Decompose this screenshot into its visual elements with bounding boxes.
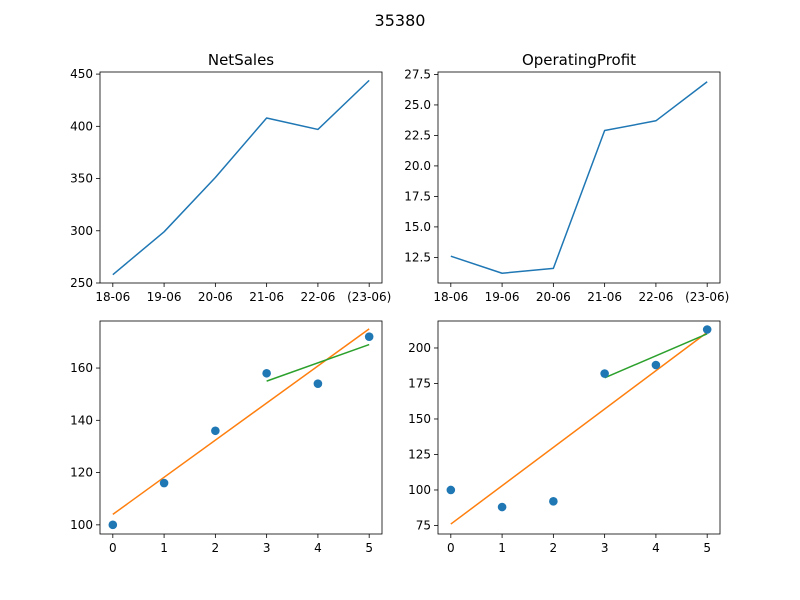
x-tick-label: 2 [212,541,220,555]
y-tick-label: 140 [70,413,93,427]
x-tick-label: 5 [365,541,373,555]
scatter-point [262,368,271,378]
chart-1: NetSales 18-06 19-06 20-06 21-06 22-06 (23-06)… [70,51,391,304]
y-tick-label: 15.0 [404,220,431,234]
chart-2: OperatingProfit 18-06 19-06 20-06 21-06 22-06… [404,51,729,304]
y-tick-label: 125 [408,447,431,461]
x-tick-label: 1 [160,541,168,555]
scatter-point [159,478,169,488]
trend-line-full [450,331,708,525]
scatter-point [497,502,507,512]
y-tick-label: 150 [408,412,431,426]
x-tick-label: 20-06 [198,290,233,304]
x-tick-label: 19-06 [485,290,520,304]
y-tick-label: 160 [70,361,93,375]
x-tick-label: 1 [498,541,506,555]
x-tick-label: 22-06 [638,290,673,304]
x-tick-label: 21-06 [249,290,284,304]
scatter-point [702,325,712,334]
y-tick-label: 75 [416,518,431,532]
scatter-point [549,497,558,506]
scatter-point [108,520,118,530]
y-tick-label: 350 [70,172,93,186]
x-tick-label: 3 [263,541,271,555]
x-tick-label: 22-06 [300,290,335,304]
x-tick-label: 4 [652,541,660,555]
x-tick-label: 18-06 [95,290,130,304]
charts-group: NetSales 18-06 19-06 20-06 21-06 22-06 (23-06)… [70,51,729,555]
y-tick-label: 100 [408,483,431,497]
x-tick-label: (23-06) [685,290,729,304]
axes-frame [99,320,383,535]
chart-4: 0 1 2 3 4 5 75 100 125 150 175 200 [408,320,721,555]
x-tick-label: 21-06 [587,290,622,304]
chart-title: NetSales [208,51,274,69]
scatter-point [651,360,661,370]
y-tick-label: 120 [70,466,93,480]
x-tick-label: 0 [109,541,117,555]
x-tick-label: (23-06) [347,290,391,304]
y-tick-label: 20.0 [404,159,431,173]
chart-title: OperatingProfit [522,51,636,69]
x-tick-label: 18-06 [433,290,468,304]
y-tick-label: 12.5 [404,250,431,264]
series-line [450,81,708,274]
axes-frame [99,71,383,284]
y-tick-label: 175 [408,376,431,390]
series-line [112,79,370,276]
x-tick-label: 4 [314,541,322,555]
y-tick-label: 300 [70,224,93,238]
scatter-point [211,426,220,436]
figure-suptitle: 35380 [375,11,426,30]
x-tick-label: 19-06 [147,290,182,304]
chart-3: 0 1 2 3 4 5 100 120 140 160 [70,320,383,555]
axes-frame [437,71,721,284]
scatter-point [446,485,456,495]
x-tick-label: 5 [703,541,711,555]
axes-frame [437,320,721,535]
x-tick-label: 0 [447,541,455,555]
y-tick-label: 22.5 [404,128,431,142]
scatter-point [364,332,374,341]
y-tick-label: 100 [70,518,93,532]
x-tick-label: 3 [601,541,609,555]
scatter-point [600,369,609,378]
y-tick-label: 200 [408,341,431,355]
y-tick-label: 450 [70,67,93,81]
y-tick-label: 17.5 [404,189,431,203]
y-tick-label: 27.5 [404,67,431,81]
x-tick-label: 2 [550,541,558,555]
trend-line-recent [266,343,370,382]
y-tick-label: 250 [70,276,93,290]
trend-line-recent [604,333,708,379]
x-tick-label: 20-06 [536,290,571,304]
y-tick-label: 400 [70,119,93,133]
y-tick-label: 25.0 [404,98,431,112]
scatter-point [313,379,323,389]
